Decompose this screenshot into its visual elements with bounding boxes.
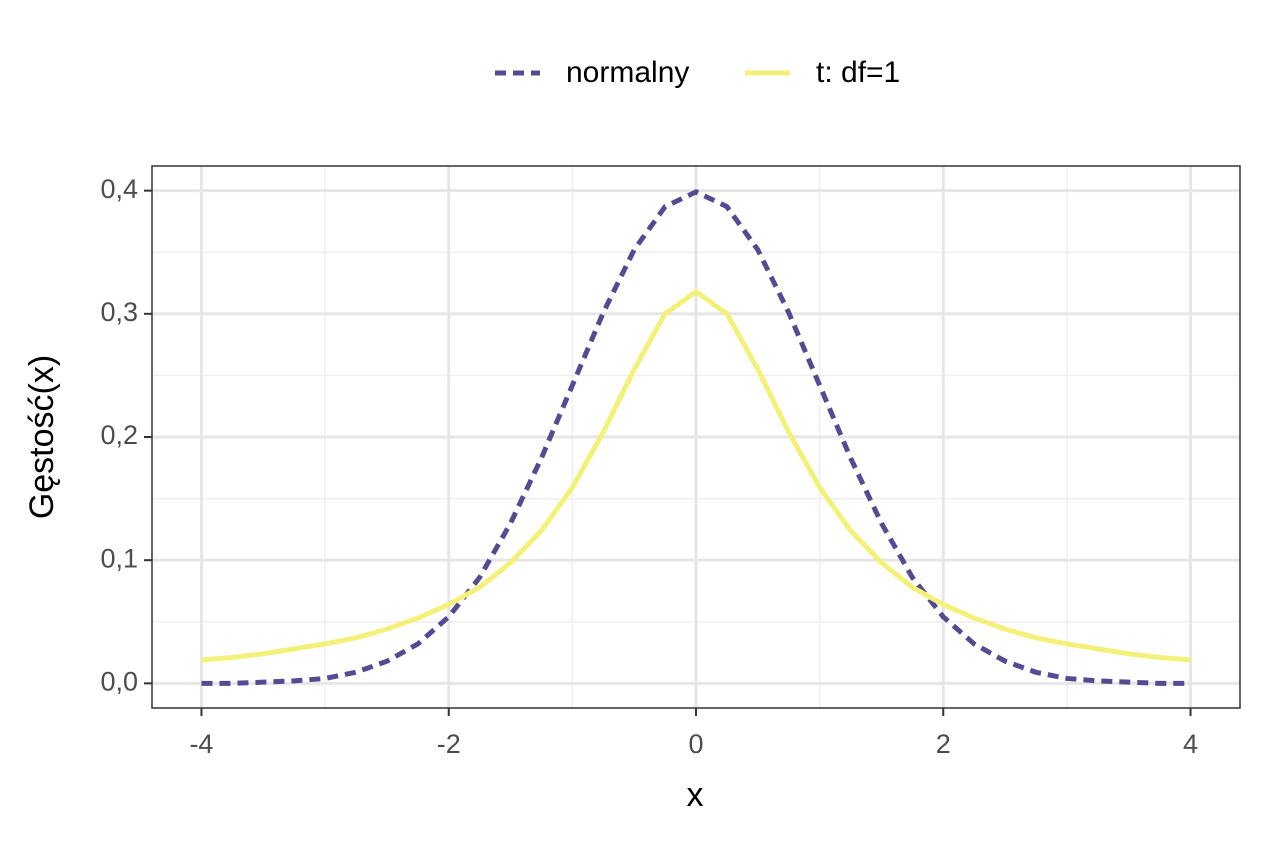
y-tick-label: 0,1 xyxy=(100,543,138,573)
line xyxy=(201,189,1191,686)
y-tick-label: 0,3 xyxy=(100,297,138,327)
legend-label: t: df=1 xyxy=(816,56,900,89)
legend-label: normalny xyxy=(566,56,689,89)
x-tick-label: -4 xyxy=(189,729,213,759)
x-tick-label: 4 xyxy=(1183,729,1198,759)
x-axis-title: x xyxy=(687,776,704,814)
y-tick-label: 0,4 xyxy=(100,174,138,204)
x-tick-label: -2 xyxy=(437,729,461,759)
y-axis-title: Gęstość(x) xyxy=(23,355,61,519)
panel-border xyxy=(151,165,1241,709)
line xyxy=(201,288,1191,663)
x-tick-label: 0 xyxy=(688,729,703,759)
y-tick-label: 0,2 xyxy=(100,420,138,450)
x-tick-label: 2 xyxy=(936,729,951,759)
y-tick-label: 0,0 xyxy=(100,666,138,696)
